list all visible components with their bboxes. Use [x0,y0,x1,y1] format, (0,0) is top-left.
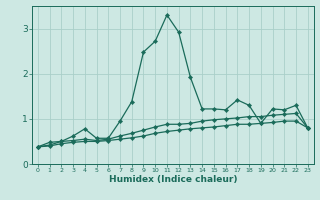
X-axis label: Humidex (Indice chaleur): Humidex (Indice chaleur) [108,175,237,184]
